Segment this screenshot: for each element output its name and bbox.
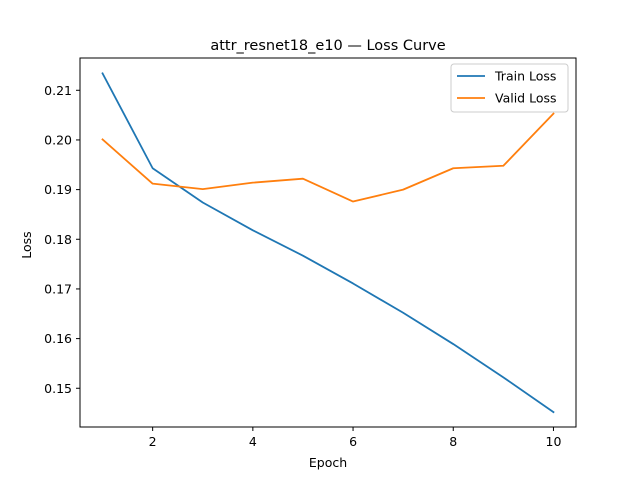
y-tick-label: 0.21 — [44, 83, 72, 98]
x-tick-label: 4 — [249, 434, 257, 449]
chart-title: attr_resnet18_e10 — Loss Curve — [210, 38, 445, 54]
y-tick-label: 0.16 — [44, 331, 72, 346]
x-axis-label: Epoch — [309, 455, 347, 470]
legend-label-valid-loss: Valid Loss — [495, 91, 557, 106]
x-tick-label: 6 — [349, 434, 357, 449]
x-tick-label: 2 — [149, 434, 157, 449]
legend: Train Loss Valid Loss — [450, 63, 569, 113]
legend-label-train-loss: Train Loss — [494, 69, 556, 84]
y-tick-label: 0.17 — [44, 281, 72, 296]
y-tick-label: 0.20 — [44, 132, 72, 147]
axes-frame — [79, 57, 577, 428]
y-tick-label: 0.15 — [44, 381, 72, 396]
y-axis-label: Loss — [19, 231, 34, 258]
series-line-valid-loss — [101, 112, 555, 203]
series-line-train-loss — [101, 72, 555, 414]
x-tick-label: 10 — [546, 434, 562, 449]
y-tick-label: 0.18 — [44, 232, 72, 247]
x-tick-label: 8 — [449, 434, 457, 449]
plot-area: 2 4 6 8 10 0.15 0.16 0.17 0.18 0.19 0.20 0.21 — [44, 57, 577, 449]
y-tick-label: 0.19 — [44, 182, 72, 197]
